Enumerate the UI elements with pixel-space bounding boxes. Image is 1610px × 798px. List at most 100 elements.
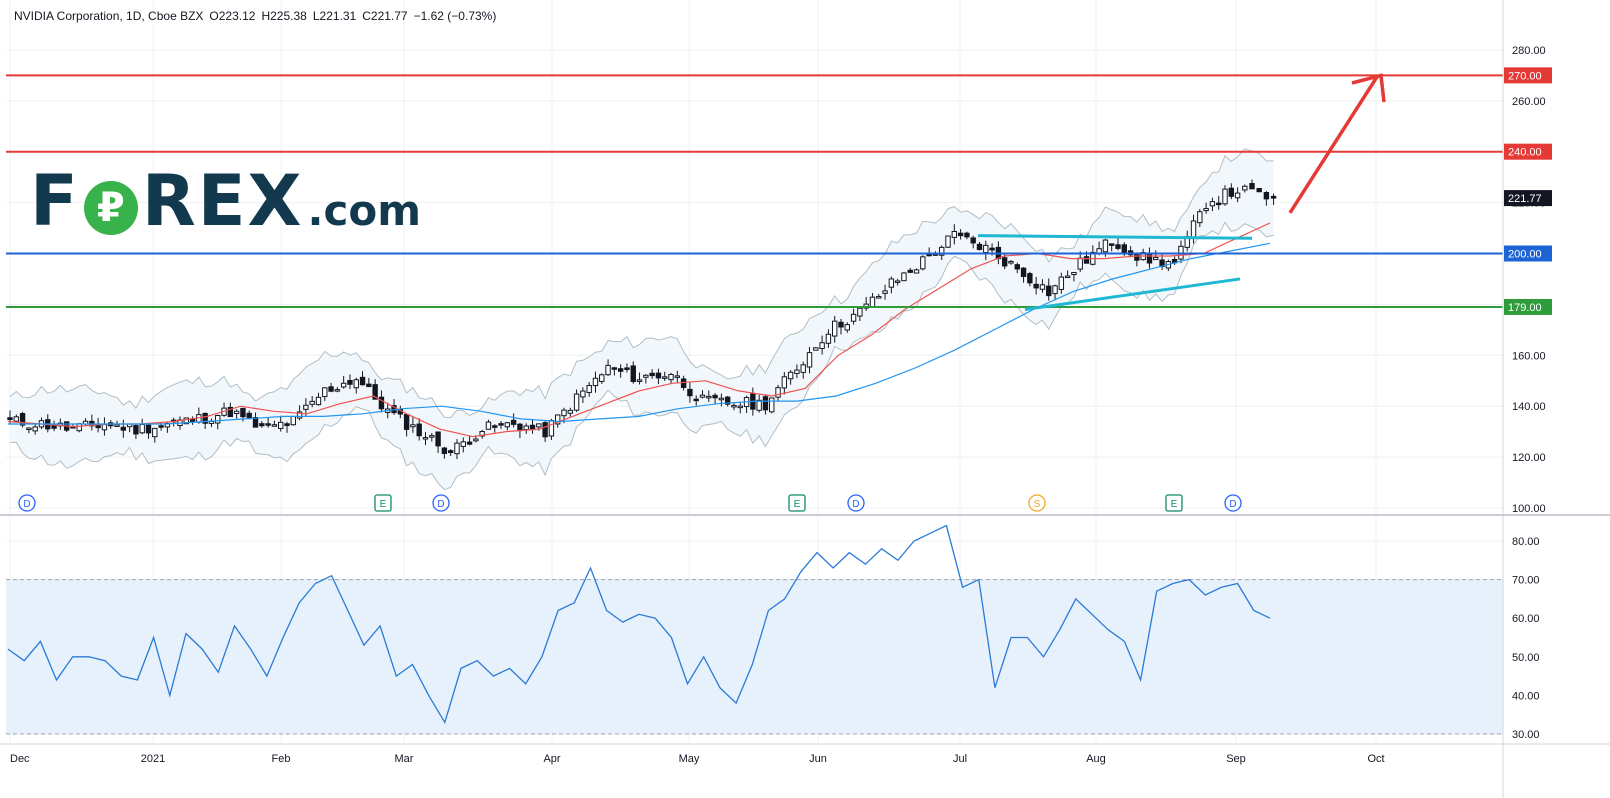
candle-body: [945, 235, 951, 248]
earnings-marker: [788, 494, 806, 512]
candle-body: [290, 416, 296, 426]
candle-body: [599, 374, 605, 382]
candle-body: [259, 423, 265, 427]
earnings-marker: [374, 494, 392, 512]
close-value: C221.77: [362, 9, 408, 23]
last-price-tag: [1504, 190, 1552, 207]
candle-body: [920, 256, 926, 270]
candle-body: [624, 367, 630, 370]
level-price-tag-label: 270.00: [1508, 70, 1542, 82]
candle-body: [737, 405, 743, 409]
candle-body: [202, 412, 208, 424]
candle-body: [857, 307, 863, 317]
moving-averages: [7, 222, 1271, 438]
level-price-tag: [1504, 245, 1552, 262]
candle-body: [1108, 243, 1115, 246]
candle-body: [554, 414, 561, 425]
time-tick-label: Sep: [1226, 753, 1246, 765]
candle-body: [580, 390, 586, 398]
price-tick-label: 280.00: [1512, 45, 1546, 57]
candle-body: [466, 441, 473, 445]
rsi-tick-label: 70.00: [1512, 575, 1540, 587]
candle-body: [1033, 283, 1039, 289]
candle-body: [284, 423, 290, 426]
candle-body: [964, 232, 970, 238]
split-marker: [1028, 494, 1046, 512]
candle-body: [876, 296, 882, 299]
candle-body: [643, 374, 649, 378]
candle-body: [215, 415, 221, 424]
candle-body: [769, 397, 775, 413]
horizontal-levels: [6, 74, 1503, 308]
candle-body: [460, 441, 466, 447]
level-price-tag-label: 240.00: [1508, 147, 1542, 159]
candle-body: [901, 272, 907, 282]
dividend-marker: [1224, 494, 1242, 512]
event-marker-label: D: [852, 499, 859, 510]
rsi-tick-label: 30.00: [1512, 729, 1540, 741]
time-tick-label: Mar: [395, 753, 414, 765]
candle-body: [334, 389, 341, 392]
candle-body: [322, 387, 328, 398]
event-marker-label: E: [794, 499, 801, 510]
candle-body: [882, 290, 888, 294]
candle-body: [806, 352, 813, 368]
earnings-marker: [1165, 494, 1183, 512]
candle-body: [813, 347, 819, 351]
candle-body: [781, 376, 788, 389]
candle-body: [139, 424, 145, 434]
candle-body: [1242, 185, 1248, 191]
candle-body: [158, 425, 164, 428]
candle-body: [152, 427, 158, 438]
candle-body: [1153, 256, 1159, 261]
change-value: −1.62 (−0.73%): [413, 9, 497, 23]
candle-body: [592, 377, 599, 387]
event-marker-label: D: [437, 499, 444, 510]
candle-body: [473, 438, 479, 442]
candle-body: [649, 372, 655, 377]
event-marker-label: D: [1229, 499, 1236, 510]
time-tick-label: Oct: [1367, 753, 1384, 765]
candle-body: [1203, 208, 1209, 212]
rsi-tick-label: 80.00: [1512, 536, 1540, 548]
candle-body: [246, 412, 252, 418]
logo-suffix: .com: [307, 186, 422, 235]
resistance-trendline: [977, 234, 1253, 240]
candle-body: [19, 413, 26, 426]
candle-body: [1256, 188, 1262, 193]
candle-body: [359, 376, 366, 386]
candle-body: [844, 324, 850, 331]
candle-body: [850, 313, 857, 322]
candle-body: [548, 420, 555, 437]
low-value: L221.31: [312, 9, 357, 23]
candle-body: [1134, 253, 1140, 261]
logo-o-icon: ₽: [83, 181, 138, 235]
candle-body: [1052, 285, 1058, 295]
candle-body: [668, 374, 674, 381]
candle-body: [13, 416, 19, 422]
candle-body: [680, 378, 687, 388]
candle-body: [1008, 260, 1014, 264]
candle-body: [800, 364, 806, 373]
candle-body: [485, 421, 492, 430]
level-price-tag: [1504, 143, 1552, 160]
time-tick-label: Aug: [1086, 753, 1106, 765]
candle-body: [1228, 187, 1235, 197]
candle-body: [101, 424, 108, 431]
rsi-tick-label: 40.00: [1512, 690, 1540, 702]
candle-body: [542, 422, 548, 438]
level-price-tag: [1504, 298, 1552, 315]
bollinger-fill: [10, 148, 1274, 490]
candle-body: [1222, 188, 1228, 205]
time-tick-label: Dec: [10, 753, 30, 765]
candle-body: [32, 426, 38, 432]
candle-body: [441, 447, 448, 454]
level-price-tag-label: 179.00: [1508, 302, 1542, 314]
candle-body: [718, 397, 725, 401]
forex-logo: F ₽ REX.com: [30, 160, 421, 250]
event-marker-label: E: [1171, 499, 1178, 510]
candle-body: [794, 369, 800, 374]
rsi-tick-label: 50.00: [1512, 652, 1540, 664]
candle-body: [340, 382, 347, 388]
candle-body: [731, 404, 737, 408]
